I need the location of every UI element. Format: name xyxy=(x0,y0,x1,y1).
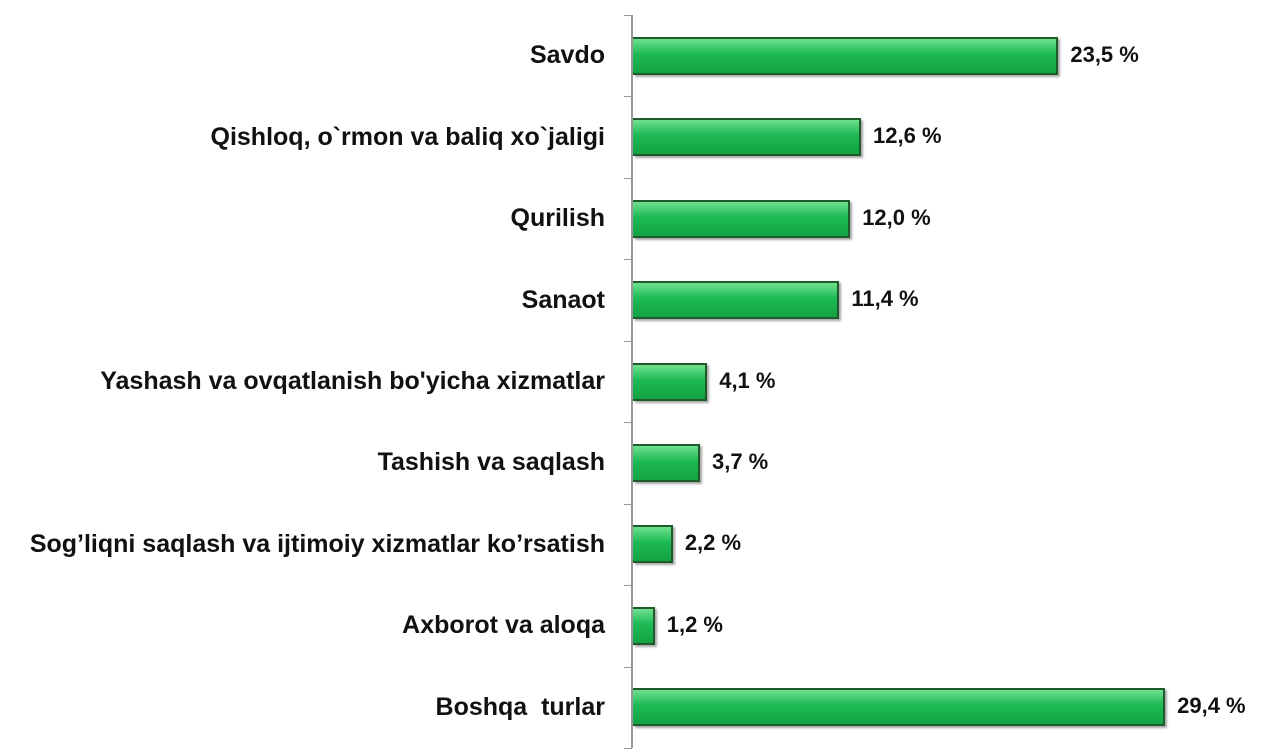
bar xyxy=(633,36,1059,75)
category-label: Tashish va saqlash xyxy=(377,448,605,477)
axis-tick xyxy=(624,340,632,342)
value-label: 3,7 % xyxy=(711,448,769,474)
value-label: 12,0 % xyxy=(862,204,931,230)
bar xyxy=(633,199,851,238)
axis-tick xyxy=(624,503,632,505)
value-label: 1,2 % xyxy=(666,611,723,637)
bar xyxy=(633,281,840,320)
category-label: Boshqa turlar xyxy=(435,692,605,721)
axis-tick xyxy=(624,666,632,668)
bar xyxy=(633,362,708,401)
axis-tick xyxy=(624,259,632,261)
value-label: 29,4 % xyxy=(1177,693,1246,719)
category-label: Axborot va aloqa xyxy=(402,611,605,640)
bar xyxy=(633,688,1166,727)
category-label: Savdo xyxy=(529,41,605,70)
category-label: Yashash va ovqatlanish bo'yicha xizmatla… xyxy=(100,367,605,395)
bar xyxy=(633,118,862,157)
bar xyxy=(633,525,673,564)
axis-tick xyxy=(624,422,632,424)
category-label: Sanaot xyxy=(521,285,605,314)
axis-tick xyxy=(624,748,632,749)
value-label: 4,1 % xyxy=(719,367,776,393)
value-label: 2,2 % xyxy=(684,530,742,556)
category-label: Sog’liqni saqlash va ijtimoiy xizmatlar … xyxy=(29,529,605,558)
axis-line xyxy=(631,15,633,748)
category-label: Qurilish xyxy=(510,204,605,233)
axis-tick xyxy=(624,96,632,98)
value-label: 23,5 % xyxy=(1070,41,1139,67)
value-label: 12,6 % xyxy=(873,123,942,149)
bar xyxy=(633,606,655,645)
category-label: Qishloq, o`rmon va baliq xo`jaligi xyxy=(210,122,605,151)
axis-tick xyxy=(624,177,632,179)
value-label: 11,4 % xyxy=(851,286,919,312)
axis-tick xyxy=(624,585,632,587)
axis-tick xyxy=(624,15,632,16)
bar xyxy=(633,443,700,482)
